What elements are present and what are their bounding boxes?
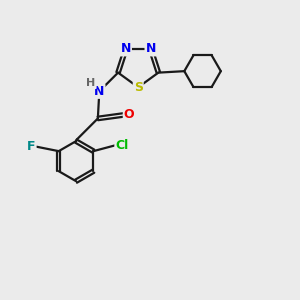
Text: N: N (94, 85, 104, 98)
Text: Cl: Cl (115, 139, 129, 152)
Text: O: O (124, 108, 134, 122)
Text: N: N (121, 42, 131, 56)
Text: H: H (86, 78, 96, 88)
Text: N: N (146, 42, 156, 56)
Text: S: S (134, 81, 143, 94)
Text: F: F (27, 140, 36, 153)
